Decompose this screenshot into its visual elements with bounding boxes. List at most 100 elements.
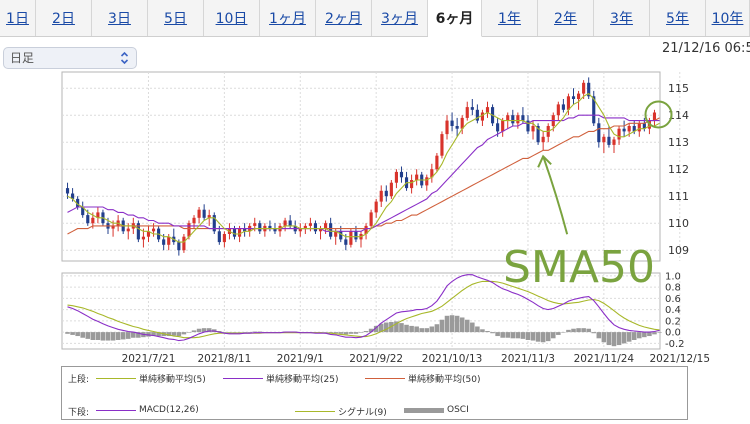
osci-bar [232,332,237,333]
candle [212,215,216,232]
legend-sma5: 単純移動平均(5) [96,372,206,385]
osci-bar [621,332,627,344]
osci-bar [338,332,344,334]
candle [561,104,565,110]
legend-signal-label: シグナル(9) [338,408,387,418]
tab-1ヶ月[interactable]: 1ヶ月 [260,0,316,36]
osci-bar [191,330,197,333]
tab-1年[interactable]: 1年 [482,0,538,36]
candle [642,123,646,129]
legend-upper-label: 上段: [68,375,90,385]
osci-bar [343,332,349,335]
tab-3日[interactable]: 3日 [92,0,148,36]
osci-bar [480,329,485,333]
candle [162,239,166,245]
candle [627,126,631,132]
osci-bar [131,332,136,338]
y-tick-label: 115 [668,82,689,95]
y-tick-label: 112 [668,163,689,176]
tab-2ヶ月[interactable]: 2ヶ月 [316,0,372,36]
candle [192,217,196,224]
tab-10日[interactable]: 10日 [204,0,260,36]
candle [577,93,581,99]
candle [410,180,414,189]
candle [516,115,520,124]
osci-bar [247,332,252,333]
candle [475,109,479,121]
timestamp: 21/12/16 06:59 [662,41,750,56]
y-tick-label: -0.2 [665,339,685,350]
x-tick-label: 2021/9/1 [277,353,324,365]
candle [399,171,404,178]
tab-2日[interactable]: 2日 [36,0,92,36]
osci-bar [459,317,465,333]
osci-bar [348,332,354,334]
osci-bar [120,332,126,340]
candle [394,171,398,183]
candle [430,169,434,178]
sma50-line [67,117,660,235]
candle [450,120,454,126]
y-tick-label: 109 [668,244,689,257]
candle [541,136,545,143]
candle [136,223,140,240]
y-tick-label: 113 [668,136,689,149]
tab-1日[interactable]: 1日 [0,0,36,36]
upper-frame [61,71,661,262]
candle [612,139,616,145]
legend: 上段: 単純移動平均(5) 単純移動平均(25) 単純移動平均(50) 下段: … [61,366,688,420]
osci-bar [353,332,359,334]
candle [146,231,151,237]
candle [425,177,429,186]
candle [369,212,373,226]
y-tick-label: 1.0 [665,271,681,282]
tab-5年[interactable]: 5年 [650,0,706,36]
osci-bar [429,326,435,333]
candle [288,220,292,226]
osci-bar [136,332,141,338]
candle [349,231,353,245]
candle [151,228,156,232]
legend-sma5-label: 単純移動平均(5) [139,375,206,385]
osci-bar [110,332,116,341]
tab-3ヶ月[interactable]: 3ヶ月 [372,0,428,36]
osci-bar [515,332,521,339]
candle [86,215,90,224]
candle [602,136,606,143]
candle [364,225,368,234]
candle [187,223,191,237]
osci-bar [257,331,263,333]
interval-select[interactable]: 日足 [3,47,137,69]
osci-bar [75,332,80,337]
candle [71,193,75,199]
tab-5日[interactable]: 5日 [148,0,204,36]
candle [607,136,611,145]
osci-bar [394,321,399,333]
tab-3年[interactable]: 3年 [594,0,650,36]
osci-bar [196,328,202,333]
osci-bar [500,332,505,338]
candle [217,231,221,243]
x-tick-label: 2021/7/21 [122,353,176,365]
candle [167,236,171,245]
legend-swatch-sma5 [96,378,136,379]
legend-swatch-osci [404,407,444,413]
osci-bar [444,315,450,333]
tab-2年[interactable]: 2年 [538,0,594,36]
osci-bar [65,332,70,334]
tab-6ヶ月[interactable]: 6ヶ月 [428,0,482,37]
osci-bar [80,332,85,338]
legend-lower-label: 下段: [68,408,90,418]
osci-bar [378,323,384,333]
candle [496,123,500,132]
osci-bar [637,332,642,339]
candle [303,225,307,229]
candle [207,215,211,218]
osci-bar [156,332,161,337]
osci-bar [399,323,404,333]
osci-bar [540,332,546,343]
candle [632,126,636,132]
price-chart: 109 110 111 112 113 114 115 -0.20.00.20.40.60.… [61,71,710,365]
candle [652,112,657,121]
x-tick-label: 2021/11/3 [501,353,555,365]
